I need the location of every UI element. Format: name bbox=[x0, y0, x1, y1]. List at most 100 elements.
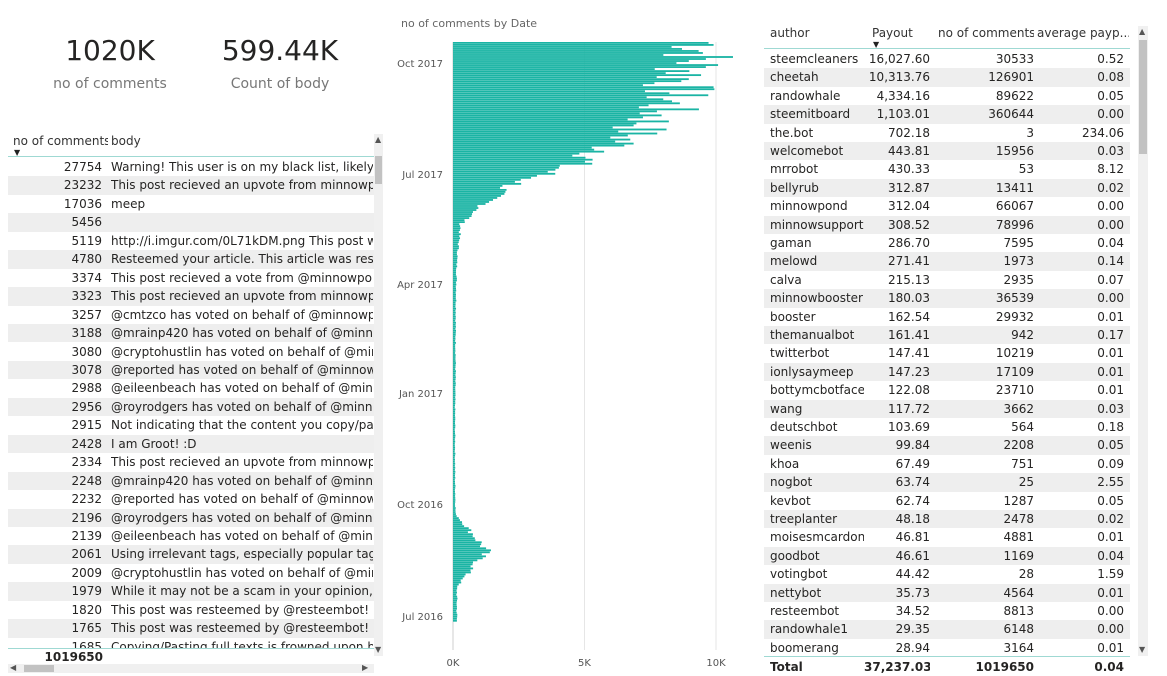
chart-bar[interactable] bbox=[453, 180, 515, 183]
chart-bar[interactable] bbox=[453, 478, 455, 481]
chart-bar[interactable] bbox=[453, 360, 456, 362]
chart-bar[interactable] bbox=[453, 315, 456, 318]
chart-bar[interactable] bbox=[453, 450, 455, 453]
chart-bar[interactable] bbox=[453, 227, 461, 230]
table-row[interactable]: 5119 http://i.imgur.com/0L71kDM.png This … bbox=[8, 232, 378, 250]
chart-bar[interactable] bbox=[453, 301, 456, 304]
chart-bar[interactable] bbox=[453, 291, 456, 294]
chart-bar[interactable] bbox=[453, 569, 471, 572]
chart-bar[interactable] bbox=[453, 613, 458, 616]
chart-bar[interactable] bbox=[453, 424, 456, 427]
chart-bar[interactable] bbox=[453, 174, 537, 177]
chart-bar[interactable] bbox=[453, 410, 456, 413]
chart-bar[interactable] bbox=[453, 378, 456, 381]
chart-bar[interactable] bbox=[453, 148, 595, 151]
chart-bar[interactable] bbox=[453, 233, 461, 236]
table-row[interactable]: 2334 This post recieved an upvote from mi… bbox=[8, 453, 378, 471]
chart-bar[interactable] bbox=[453, 329, 456, 332]
chart-bar[interactable] bbox=[453, 195, 501, 197]
chart-bar[interactable] bbox=[453, 448, 455, 451]
col-header-no-of-comments[interactable]: no of comments bbox=[938, 26, 1034, 40]
chart-bar[interactable] bbox=[453, 317, 456, 320]
left-hscroll-thumb[interactable] bbox=[24, 665, 54, 672]
table-row[interactable]: melowd 271.41 1973 0.14 bbox=[764, 252, 1130, 271]
table-row[interactable]: boomerang 28.94 3164 0.01 bbox=[764, 639, 1130, 656]
chart-bar[interactable] bbox=[453, 201, 490, 203]
chart-bar[interactable] bbox=[453, 458, 455, 461]
table-row[interactable]: treeplanter 48.18 2478 0.02 bbox=[764, 510, 1130, 529]
chart-bar[interactable] bbox=[453, 307, 457, 310]
chart-bar[interactable] bbox=[453, 287, 456, 290]
chart-bar[interactable] bbox=[453, 428, 455, 431]
chart-bar[interactable] bbox=[453, 279, 457, 282]
chart-bar[interactable] bbox=[453, 436, 456, 439]
chart-bar[interactable] bbox=[453, 454, 456, 457]
chart-bar[interactable] bbox=[453, 56, 733, 58]
chart-bar[interactable] bbox=[453, 251, 457, 254]
chart-bar[interactable] bbox=[453, 376, 456, 379]
chart-bar[interactable] bbox=[453, 366, 456, 368]
chart-bar[interactable] bbox=[453, 118, 628, 121]
chart-bar[interactable] bbox=[453, 261, 458, 264]
chart-bar[interactable] bbox=[453, 549, 491, 552]
chart-bar[interactable] bbox=[453, 553, 482, 556]
chart-bar[interactable] bbox=[453, 68, 655, 70]
chart-bar[interactable] bbox=[453, 551, 490, 554]
chart-bar[interactable] bbox=[453, 344, 456, 346]
chart-bar[interactable] bbox=[453, 110, 657, 113]
chart-bar[interactable] bbox=[453, 158, 593, 161]
chart-bar[interactable] bbox=[453, 412, 456, 415]
chart-bar[interactable] bbox=[453, 364, 456, 366]
table-row[interactable]: randowhale 4,334.16 89622 0.05 bbox=[764, 87, 1130, 105]
chart-bar[interactable] bbox=[453, 466, 456, 469]
chart-bar[interactable] bbox=[453, 327, 456, 330]
chart-bar[interactable] bbox=[453, 74, 702, 77]
chart-bar[interactable] bbox=[453, 52, 703, 54]
chart-bar[interactable] bbox=[453, 295, 456, 298]
chart-bar[interactable] bbox=[453, 535, 473, 538]
table-row[interactable]: mrrobot 430.33 53 8.12 bbox=[764, 160, 1130, 178]
chart-bar[interactable] bbox=[453, 394, 456, 397]
table-row[interactable]: 3257 @cmtzco has voted on behalf of @minn… bbox=[8, 306, 378, 324]
chart-bar[interactable] bbox=[453, 607, 457, 610]
chart-bar[interactable] bbox=[453, 577, 463, 580]
chart-bar[interactable] bbox=[453, 420, 456, 423]
right-scroll-thumb[interactable] bbox=[1139, 40, 1147, 154]
chart-bar[interactable] bbox=[453, 92, 670, 95]
table-row[interactable]: 3078 @reported has voted on behalf of @mi… bbox=[8, 360, 378, 380]
chart-bar[interactable] bbox=[453, 44, 714, 46]
left-scroll-thumb[interactable] bbox=[375, 156, 382, 184]
chart-bar[interactable] bbox=[453, 519, 460, 522]
chart-bar[interactable] bbox=[453, 442, 455, 445]
chart-bar[interactable] bbox=[453, 547, 487, 550]
table-row[interactable]: nogbot 63.74 25 2.55 bbox=[764, 473, 1130, 492]
table-row[interactable]: 1979 While it may not be a scam in your o… bbox=[8, 582, 378, 601]
chart-bar[interactable] bbox=[453, 348, 456, 350]
col-header-no-of-comments[interactable]: no of comments bbox=[13, 134, 108, 148]
right-vertical-scrollbar[interactable]: ▲ ▼ bbox=[1138, 26, 1148, 656]
chart-bar[interactable] bbox=[453, 54, 664, 56]
chart-bar[interactable] bbox=[453, 275, 457, 278]
chart-bar[interactable] bbox=[453, 331, 456, 334]
chart-bar[interactable] bbox=[453, 484, 456, 487]
table-row[interactable]: weenis 99.84 2208 0.05 bbox=[764, 436, 1130, 455]
table-row[interactable]: themanualbot 161.41 942 0.17 bbox=[764, 326, 1130, 345]
chart-bar[interactable] bbox=[453, 396, 456, 399]
chart-bar[interactable] bbox=[453, 269, 457, 272]
chart-bar[interactable] bbox=[453, 583, 459, 586]
chart-bar[interactable] bbox=[453, 259, 458, 262]
chart-bar[interactable] bbox=[453, 168, 556, 171]
table-row[interactable]: votingbot 44.42 28 1.59 bbox=[764, 565, 1130, 583]
chart-bar[interactable] bbox=[453, 543, 482, 546]
table-row[interactable]: resteembot 34.52 8813 0.00 bbox=[764, 602, 1130, 620]
table-row[interactable]: 2248 @mrainp420 has voted on behalf of @m… bbox=[8, 471, 378, 491]
scroll-down-arrow-icon[interactable]: ▼ bbox=[1139, 645, 1146, 654]
table-row[interactable]: minnowbooster 180.03 36539 0.00 bbox=[764, 289, 1130, 308]
chart-bar[interactable] bbox=[453, 422, 456, 425]
chart-bar[interactable] bbox=[453, 205, 478, 207]
chart-bar[interactable] bbox=[453, 178, 521, 181]
chart-bar[interactable] bbox=[453, 124, 634, 127]
chart-bar[interactable] bbox=[453, 156, 586, 159]
chart-bar[interactable] bbox=[453, 372, 456, 375]
chart-bar[interactable] bbox=[453, 517, 459, 519]
